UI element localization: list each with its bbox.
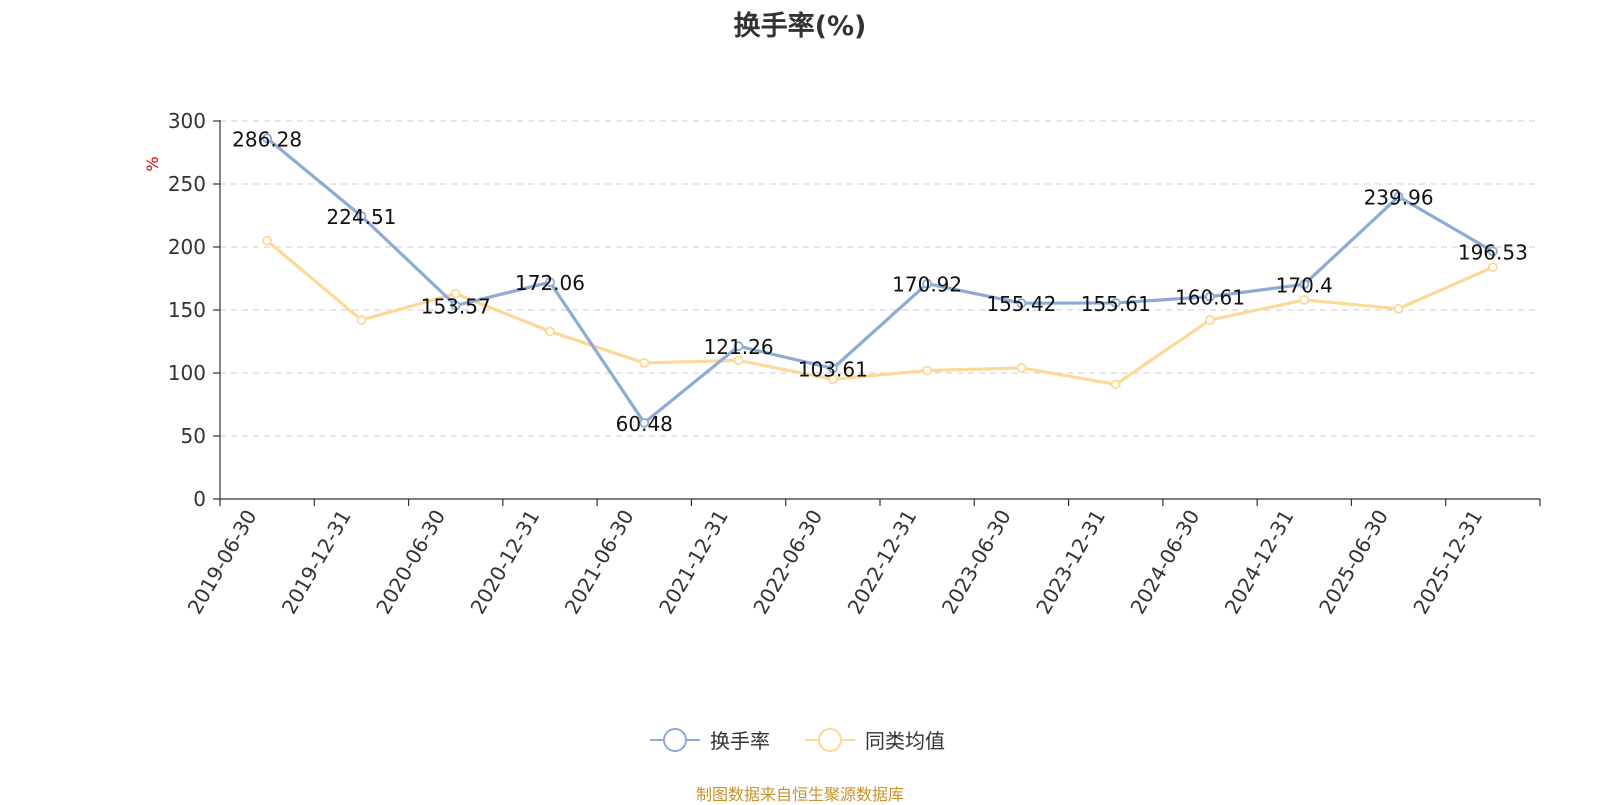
- data-point-0: [639, 417, 650, 428]
- data-label: 286.28: [232, 127, 302, 151]
- data-point-1: [356, 315, 367, 325]
- series-line-1: [266, 239, 1494, 386]
- data-point-0: [450, 300, 461, 311]
- y-tick-label: 200: [168, 235, 206, 259]
- x-tick-label: 2020-12-31: [465, 506, 544, 619]
- data-point-1: [1016, 363, 1027, 373]
- data-label: 172.06: [515, 271, 585, 295]
- legend-marker: [663, 728, 687, 752]
- x-tick-label: 2022-06-30: [748, 506, 827, 619]
- series-lines: [262, 133, 1498, 428]
- data-label: 121.26: [704, 335, 774, 359]
- x-tick-label: 2021-06-30: [560, 506, 639, 619]
- legend-label: 换手率: [710, 729, 770, 753]
- data-point-1: [545, 326, 555, 337]
- x-tick-label: 2021-12-31: [654, 506, 733, 619]
- y-tick-label: 0: [193, 487, 206, 511]
- x-tick-label: 2025-06-30: [1314, 506, 1393, 619]
- data-point-1: [733, 355, 744, 366]
- chart-title: 换手率(%): [733, 11, 867, 42]
- data-point-1: [450, 288, 461, 299]
- data-point-0: [1487, 246, 1498, 257]
- x-tick-label: 2025-12-31: [1408, 506, 1487, 619]
- y-tick-label: 50: [181, 424, 206, 448]
- data-point-0: [827, 363, 838, 374]
- data-point-1: [262, 235, 273, 246]
- data-label: 155.42: [986, 292, 1056, 316]
- data-point-0: [733, 341, 744, 352]
- data-point-1: [1110, 379, 1121, 390]
- legend-marker: [818, 728, 842, 752]
- data-point-0: [1393, 191, 1404, 202]
- y-axis-unit: %: [143, 156, 162, 171]
- data-point-0: [262, 133, 273, 144]
- data-label: 170.92: [892, 273, 962, 297]
- data-point-1: [639, 358, 650, 368]
- x-tick-label: 2024-12-31: [1220, 506, 1299, 619]
- data-label: 160.61: [1175, 286, 1245, 310]
- data-point-0: [1205, 291, 1215, 302]
- data-point-0: [922, 278, 933, 289]
- legend[interactable]: 换手率 同类均值: [650, 728, 945, 753]
- data-point-0: [356, 211, 367, 222]
- data-label: 155.61: [1081, 292, 1151, 316]
- data-point-0: [1299, 279, 1310, 290]
- data-point-0: [545, 277, 555, 288]
- data-label: 170.4: [1276, 273, 1333, 297]
- data-label: 196.53: [1458, 240, 1528, 264]
- source-note: 制图数据来自恒生聚源数据库: [695, 785, 904, 804]
- x-tick-label: 2020-06-30: [371, 506, 450, 619]
- x-tick-label: 2024-06-30: [1125, 506, 1204, 619]
- x-tick-label: 2023-06-30: [937, 506, 1016, 619]
- y-tick-label: 150: [168, 298, 206, 322]
- x-tick-label: 2019-12-31: [277, 506, 356, 619]
- legend-label: 同类均值: [865, 729, 945, 753]
- data-point-1: [1205, 315, 1215, 325]
- data-point-1: [827, 374, 838, 385]
- legend-item-1[interactable]: 同类均值: [805, 728, 945, 753]
- data-labels: 286.28 224.51 153.57 172.06 60.48 121.26 103.6…: [232, 127, 1528, 436]
- data-label: 153.57: [421, 295, 491, 319]
- data-point-1: [1487, 262, 1498, 273]
- data-point-1: [922, 365, 933, 376]
- x-tick-label: 2023-12-31: [1031, 506, 1110, 619]
- data-point-1: [1299, 295, 1310, 305]
- series-line-0: [266, 137, 1494, 425]
- data-point-1: [1393, 303, 1404, 314]
- y-tick-label: 250: [168, 172, 206, 196]
- legend-item-0[interactable]: 换手率: [650, 728, 770, 753]
- grid-lines: [220, 120, 1540, 437]
- data-label: 224.51: [326, 205, 396, 229]
- data-label: 60.48: [616, 412, 673, 436]
- data-point-0: [1016, 298, 1027, 309]
- y-tick-label: 100: [168, 361, 206, 385]
- data-point-0: [1110, 298, 1121, 308]
- data-label: 239.96: [1364, 186, 1434, 210]
- x-tick-label: 2019-06-30: [183, 506, 262, 619]
- x-tick-label: 2022-12-31: [843, 505, 922, 618]
- y-tick-label: 300: [168, 109, 206, 133]
- data-label: 103.61: [798, 357, 868, 381]
